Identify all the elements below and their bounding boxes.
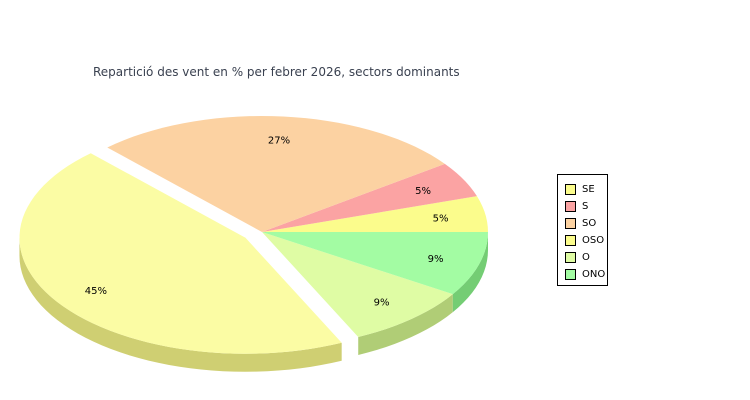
legend-label: ONO	[582, 269, 606, 280]
legend-item-oso: OSO	[565, 232, 607, 249]
legend-item-ono: ONO	[565, 266, 607, 283]
slice-label-ono: 9%	[428, 254, 444, 265]
slice-label-s: 5%	[415, 186, 431, 197]
legend: SE S SO OSO O ONO	[557, 174, 608, 286]
legend-item-s: S	[565, 198, 607, 215]
legend-label: OSO	[582, 235, 605, 246]
legend-swatch	[565, 252, 576, 263]
pie-slices	[19, 116, 488, 354]
slice-s	[262, 163, 477, 232]
slice-side-o	[358, 294, 453, 355]
legend-label: SO	[582, 218, 597, 229]
slice-ono	[262, 232, 488, 295]
legend-swatch	[565, 184, 576, 195]
slice-se	[19, 153, 342, 354]
legend-item-o: O	[565, 249, 607, 266]
slice-o	[262, 232, 453, 337]
legend-label: S	[582, 201, 589, 212]
chart-title: Repartició des vent en % per febrer 2026…	[93, 65, 460, 79]
slice-side-se	[19, 237, 342, 372]
legend-item-so: SO	[565, 215, 607, 232]
legend-swatch	[565, 235, 576, 246]
legend-swatch	[565, 218, 576, 229]
pie-sides	[19, 232, 488, 372]
slice-label-se: 45%	[85, 286, 107, 297]
legend-item-se: SE	[565, 181, 607, 198]
slice-oso	[262, 196, 488, 232]
legend-swatch	[565, 269, 576, 280]
slice-label-so: 27%	[268, 136, 290, 147]
pie-labels: 5% 5% 27% 45% 9% 9%	[85, 136, 449, 309]
slice-so	[107, 116, 445, 232]
slice-label-o: 9%	[374, 298, 390, 309]
slice-side-ono	[452, 232, 488, 313]
legend-label: SE	[582, 184, 595, 195]
slice-label-oso: 5%	[433, 214, 449, 225]
legend-label: O	[582, 252, 590, 263]
legend-swatch	[565, 201, 576, 212]
